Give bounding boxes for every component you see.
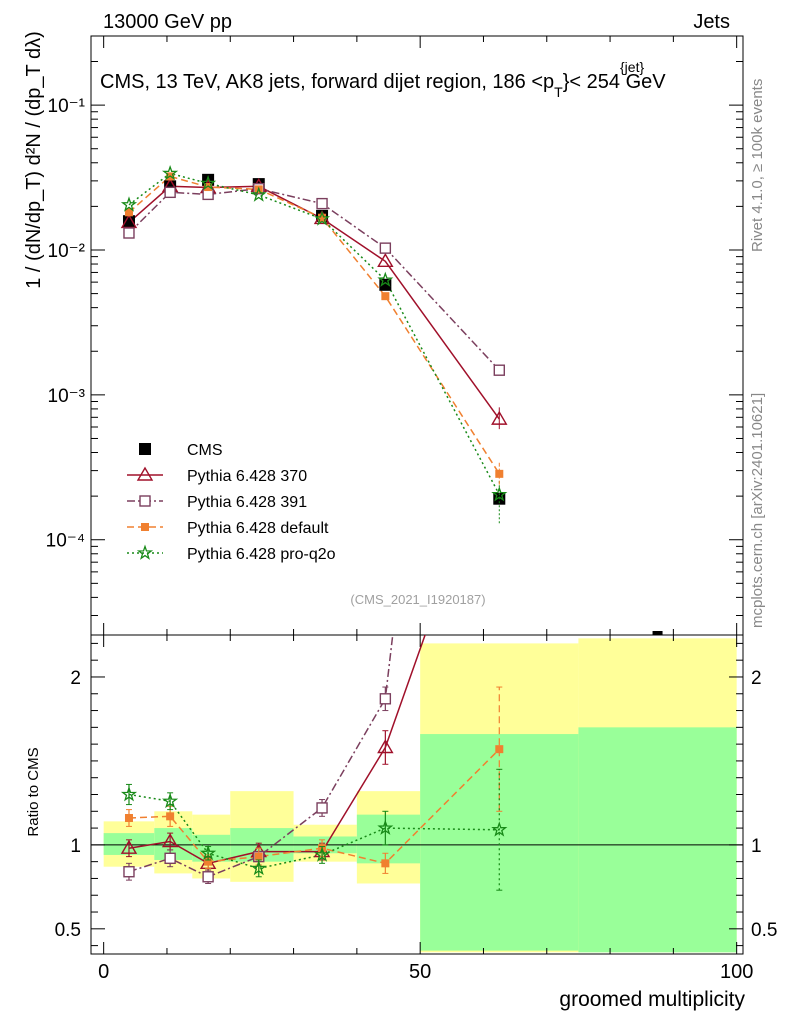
main-marker-pythia-6-428-default bbox=[124, 208, 133, 217]
y-tick-label-main: 10⁻³ bbox=[48, 386, 86, 407]
ratio-marker-pythia-6-428-default bbox=[124, 814, 133, 823]
ratio-uncertainty-bands bbox=[103, 638, 737, 953]
ratio-marker-pythia-6-428-391 bbox=[123, 866, 135, 878]
y-tick-label-main: 10⁻¹ bbox=[48, 96, 86, 117]
legend-label-pythia-6-428-default: Pythia 6.428 default bbox=[187, 520, 329, 537]
ratio-marker-pythia-6-428-pro-q2o bbox=[491, 821, 508, 837]
main-line-pythia-6-428-default bbox=[128, 175, 500, 475]
x-axis-label: groomed multiplicity bbox=[559, 988, 745, 1011]
category-label: Jets bbox=[693, 11, 730, 33]
ratio-marker-pythia-6-428-391 bbox=[164, 852, 176, 864]
ratio-marker-pythia-6-428-default bbox=[381, 859, 390, 868]
ratio-marker-pythia-6-428-pro-q2o bbox=[314, 846, 331, 862]
y-tick-label-ratio: 0.5 bbox=[55, 920, 81, 941]
main-marker-cms bbox=[122, 215, 135, 228]
rivet-version-label: Rivet 4.1.0, ≥ 100k events bbox=[749, 79, 766, 252]
main-line-pythia-6-428-pro-q2o bbox=[128, 172, 500, 495]
ratio-marker-pythia-6-428-370 bbox=[377, 739, 394, 754]
legend-marker-pythia-6-428-370 bbox=[136, 466, 154, 481]
main-marker-pythia-6-428-pro-q2o bbox=[161, 164, 179, 181]
band-green-5 bbox=[356, 814, 421, 864]
ratio-marker-pythia-6-428-391 bbox=[379, 693, 392, 705]
ratio-marker-pythia-6-428-pro-q2o bbox=[250, 859, 267, 876]
main-marker-pythia-6-428-pro-q2o bbox=[491, 486, 508, 502]
ratio-marker-pythia-6-428-391 bbox=[202, 871, 214, 883]
main-marker-pythia-6-428-default bbox=[381, 292, 390, 301]
main-marker-pythia-6-428-391 bbox=[493, 364, 505, 376]
main-marker-pythia-6-428-default bbox=[204, 183, 213, 192]
ratio-marker-pythia-6-428-pro-q2o bbox=[120, 785, 138, 802]
ratio-marker-pythia-6-428-default bbox=[166, 812, 175, 821]
legend-marker-pythia-6-428-default bbox=[141, 523, 149, 531]
ratio-marker-pythia-6-428-pro-q2o bbox=[377, 819, 394, 835]
ratio-marker-pythia-6-428-pro-q2o bbox=[200, 844, 217, 861]
x-tick-label: 0 bbox=[98, 961, 109, 983]
ratio-y-label: Ratio to CMS bbox=[25, 747, 42, 836]
legend-marker-pythia-6-428-pro-q2o bbox=[136, 544, 154, 560]
main-marker-pythia-6-428-default bbox=[495, 469, 504, 478]
ratio-marker-pythia-6-428-391 bbox=[316, 802, 328, 814]
legend-label-pythia-6-428-370: Pythia 6.428 370 bbox=[187, 468, 307, 485]
legend-marker-cms bbox=[139, 443, 151, 455]
main-marker-pythia-6-428-pro-q2o bbox=[377, 271, 394, 287]
y-tick-label-ratio-right: 2 bbox=[751, 668, 762, 689]
plot-title: CMS, 13 TeV, AK8 jets, forward dijet reg… bbox=[100, 59, 666, 100]
collision-label: 13000 GeV pp bbox=[103, 11, 232, 33]
ratio-marker-pythia-6-428-default bbox=[254, 852, 263, 861]
y-tick-label-main: 10⁻² bbox=[48, 241, 86, 262]
axis-ticks: 0 50 100 10⁻¹ 10⁻² 10⁻³ 10⁻⁴ 2 2 1 1 0.5 0.5 bbox=[46, 36, 778, 983]
ratio-marker-pythia-6-428-370 bbox=[161, 833, 179, 848]
svg-text:CMS, 13 TeV, AK8 jets, forward: CMS, 13 TeV, AK8 jets, forward dijet reg… bbox=[100, 71, 666, 100]
tick-labels: 0 50 100 10⁻¹ 10⁻² 10⁻³ 10⁻⁴ 2 2 1 1 0.5 0.5 bbox=[46, 96, 778, 983]
title-sup: {jet} bbox=[620, 59, 644, 75]
ratio-marker-pythia-6-428-default bbox=[204, 857, 213, 866]
ratio-marker-pythia-6-428-370 bbox=[120, 839, 138, 854]
x-tick-label: 100 bbox=[720, 961, 753, 983]
legend-label-cms: CMS bbox=[187, 442, 223, 459]
ratio-marker-pythia-6-428-default bbox=[495, 745, 504, 754]
main-marker-pythia-6-428-pro-q2o bbox=[314, 210, 331, 226]
legend-marker-pythia-6-428-391 bbox=[139, 495, 151, 507]
y-tick-label-ratio: 1 bbox=[70, 836, 81, 857]
main-marker-pythia-6-428-391 bbox=[379, 242, 392, 254]
title-main: CMS, 13 TeV, AK8 jets, forward dijet reg… bbox=[100, 71, 554, 93]
analysis-tag: (CMS_2021_I1920187) bbox=[350, 592, 485, 607]
y-tick-label-main: 10⁻⁴ bbox=[46, 531, 85, 552]
main-marker-pythia-6-428-pro-q2o bbox=[250, 186, 267, 202]
title-sub: T bbox=[554, 84, 563, 100]
legend-label-pythia-6-428-391: Pythia 6.428 391 bbox=[187, 494, 307, 511]
y-axis-label-main: 1 / (dN/dp_T) d²N / (dp_T dλ) bbox=[23, 31, 45, 289]
main-marker-pythia-6-428-pro-q2o bbox=[200, 174, 217, 191]
main-marker-pythia-6-428-391 bbox=[123, 227, 135, 239]
cms-marker-offscale bbox=[652, 631, 663, 635]
legend: CMS Pythia 6.428 370 Pythia 6.428 391 Pythi… bbox=[127, 442, 336, 563]
main-marker-pythia-6-428-370 bbox=[377, 252, 394, 268]
ratio-marker-pythia-6-428-pro-q2o bbox=[161, 792, 179, 809]
main-marker-pythia-6-428-default bbox=[318, 213, 327, 222]
main-marker-pythia-6-428-391 bbox=[164, 186, 176, 199]
main-marker-pythia-6-428-pro-q2o bbox=[120, 196, 138, 212]
series-markers bbox=[120, 164, 663, 891]
main-line-pythia-6-428-370 bbox=[128, 185, 500, 420]
legend-label-pythia-6-428-pro-q2o: Pythia 6.428 pro-q2o bbox=[187, 546, 336, 563]
y-tick-label-ratio: 2 bbox=[70, 668, 81, 689]
mcplots-label: mcplots.cern.ch [arXiv:2401.10621] bbox=[749, 393, 766, 628]
y-tick-label-ratio-right: 1 bbox=[751, 836, 762, 857]
x-tick-label: 50 bbox=[409, 961, 431, 983]
y-tick-label-ratio-right: 0.5 bbox=[751, 920, 777, 941]
main-marker-pythia-6-428-391 bbox=[316, 197, 328, 210]
y-axis-label-text: 1 / (dN/dp_T) d²N / (dp_T dλ) bbox=[23, 31, 45, 289]
title-tail: }< 254 GeV bbox=[563, 71, 667, 93]
band-green-7 bbox=[578, 727, 737, 953]
